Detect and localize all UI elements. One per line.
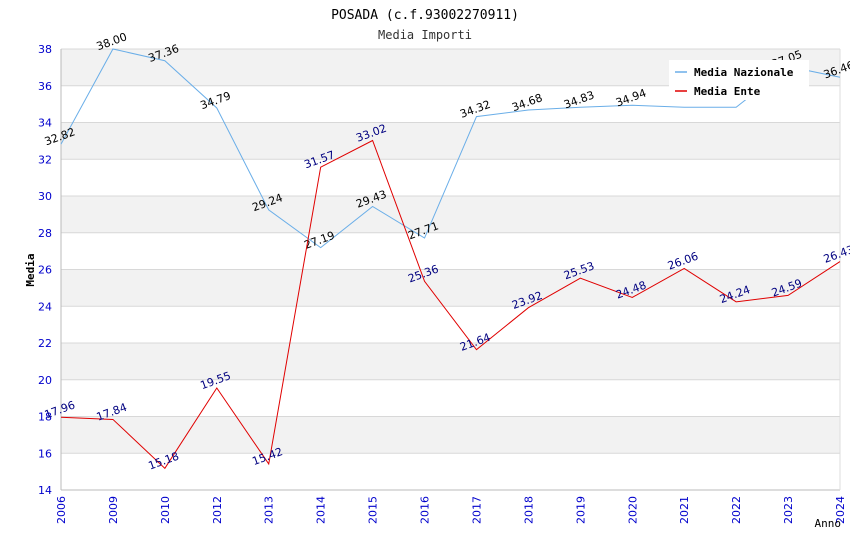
y-tick-label: 20 xyxy=(38,374,52,387)
legend-entry: Media Nazionale xyxy=(694,66,794,79)
x-tick-label: 2015 xyxy=(367,496,380,524)
x-tick-label: 2020 xyxy=(626,496,639,524)
data-label: 26.43 xyxy=(822,243,850,266)
x-tick-label: 2017 xyxy=(470,496,483,524)
plot-band xyxy=(61,196,840,233)
data-label: 34.83 xyxy=(562,88,596,111)
x-tick-label: 2009 xyxy=(107,496,120,524)
y-tick-label: 32 xyxy=(38,153,52,166)
plot-band xyxy=(61,269,840,307)
y-tick-label: 36 xyxy=(38,80,52,93)
x-tick-label: 2006 xyxy=(55,496,68,524)
x-tick-label: 2022 xyxy=(730,496,743,524)
y-tick-label: 18 xyxy=(38,411,52,424)
data-label: 34.68 xyxy=(510,91,544,114)
x-axis-label: Anno xyxy=(815,517,842,530)
y-tick-labels: 14 16 18 20 22 24 26 28 30 32 34 36 38 xyxy=(38,43,52,497)
x-tick-label: 2012 xyxy=(211,496,224,524)
x-tick-label: 2024 xyxy=(834,496,847,524)
x-tick-label: 2013 xyxy=(263,496,276,524)
legend-box xyxy=(669,60,809,100)
series-line-media-ente xyxy=(60,139,841,470)
x-tick-label: 2021 xyxy=(678,496,691,524)
chart-subtitle: Media Importi xyxy=(378,28,472,42)
data-label: 34.32 xyxy=(458,98,492,121)
y-tick-label: 14 xyxy=(38,484,52,497)
plot-bands xyxy=(61,49,840,454)
legend-entry: Media Ente xyxy=(694,85,761,98)
x-tick-label: 2014 xyxy=(315,496,328,524)
series-line-media-nazionale xyxy=(60,48,841,249)
x-tick-label: 2016 xyxy=(419,496,432,524)
x-tick-label: 2023 xyxy=(782,496,795,524)
y-axis-label: Media xyxy=(24,253,37,286)
x-tick-label: 2019 xyxy=(574,496,587,524)
y-tick-label: 26 xyxy=(38,264,52,277)
y-tick-label: 22 xyxy=(38,337,52,350)
y-tick-label: 28 xyxy=(38,227,52,240)
x-tick-labels: 2006 2009 2010 2012 2013 2014 2015 2016 2017 2018… xyxy=(55,496,847,524)
legend: Media Nazionale Media Ente xyxy=(669,60,809,100)
x-tick-label: 2010 xyxy=(159,496,172,524)
plot-band xyxy=(61,343,840,380)
data-label: 34.79 xyxy=(199,89,233,112)
y-tick-label: 24 xyxy=(38,300,52,313)
x-tick-label: 2018 xyxy=(522,496,535,524)
y-tick-label: 34 xyxy=(38,117,52,130)
plot-band xyxy=(61,416,840,454)
y-tick-label: 16 xyxy=(38,447,52,460)
grid-lines xyxy=(61,48,840,491)
y-tick-label: 30 xyxy=(38,190,52,203)
plot-band xyxy=(61,122,840,160)
axes xyxy=(60,49,841,491)
chart-title: POSADA (c.f.93002270911) xyxy=(331,8,519,23)
y-tick-label: 38 xyxy=(38,43,52,56)
